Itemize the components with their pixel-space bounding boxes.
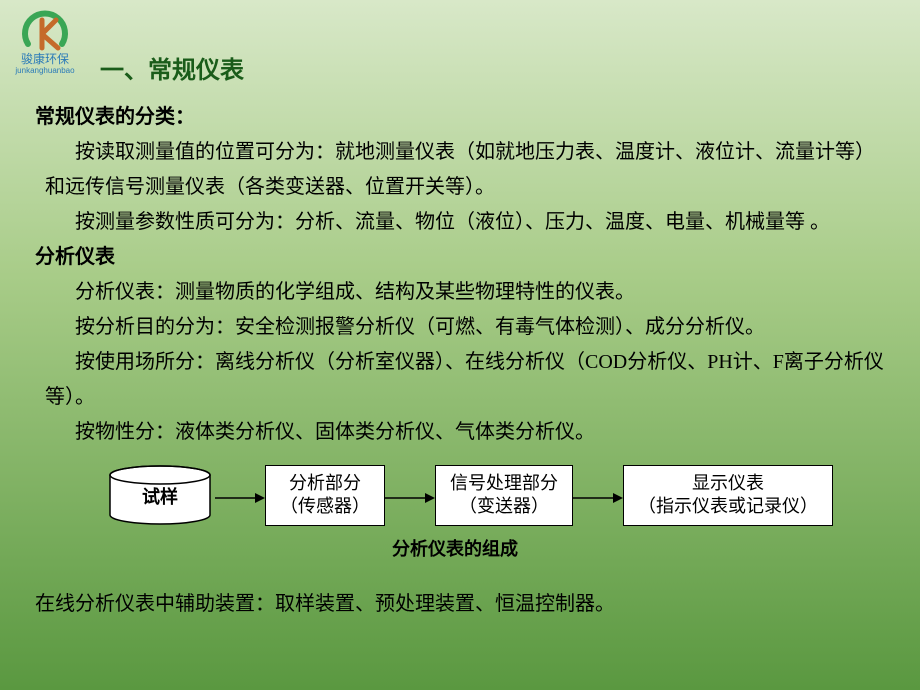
arrow-icon	[385, 485, 435, 505]
flowchart-row: 试样 分析部分 （传感器） 信号处理部分	[105, 465, 865, 526]
content-body: 常规仪表的分类： 按读取测量值的位置可分为：就地测量仪表（如就地压力表、温度计、…	[35, 100, 885, 622]
para: 按物性分：液体类分析仪、固体类分析仪、气体类分析仪。	[45, 415, 885, 450]
para: 按分析目的分为：安全检测报警分析仪（可燃、有毒气体检测）、成分分析仪。	[45, 310, 885, 345]
logo-name-cn: 骏康环保	[10, 52, 80, 66]
heading-classification: 常规仪表的分类：	[35, 100, 885, 135]
node-display-line2: （指示仪表或记录仪）	[638, 495, 818, 518]
node-sample-label: 试样	[142, 486, 178, 507]
node-display-line1: 显示仪表	[638, 472, 818, 495]
company-logo: 骏康环保 junkanghuanbao	[10, 8, 80, 75]
node-display: 显示仪表 （指示仪表或记录仪）	[623, 465, 833, 526]
node-analyze-line1: 分析部分	[280, 472, 370, 495]
para: 按测量参数性质可分为：分析、流量、物位（液位）、压力、温度、电量、机械量等 。	[45, 205, 885, 240]
para: 按读取测量值的位置可分为：就地测量仪表（如就地压力表、温度计、液位计、流量计等）…	[45, 135, 885, 205]
node-analyze-line2: （传感器）	[280, 495, 370, 518]
para: 按使用场所分：离线分析仪（分析室仪器）、在线分析仪（COD分析仪、PH计、F离子…	[45, 345, 885, 415]
node-signal-line2: （变送器）	[450, 495, 558, 518]
page-title: 一、常规仪表	[100, 50, 244, 85]
arrow-icon	[215, 485, 265, 505]
arrow-icon	[573, 485, 623, 505]
node-signal-line1: 信号处理部分	[450, 472, 558, 495]
footer-text: 在线分析仪表中辅助装置：取样装置、预处理装置、恒温控制器。	[35, 587, 885, 622]
node-sample: 试样	[105, 465, 215, 525]
heading-analysis: 分析仪表	[35, 240, 885, 275]
node-signal: 信号处理部分 （变送器）	[435, 465, 573, 526]
flowchart-caption: 分析仪表的组成	[45, 534, 865, 566]
logo-mark	[20, 8, 70, 52]
para: 分析仪表：测量物质的化学组成、结构及某些物理特性的仪表。	[45, 275, 885, 310]
logo-name-pinyin: junkanghuanbao	[10, 66, 80, 75]
flowchart: 试样 分析部分 （传感器） 信号处理部分	[105, 465, 865, 565]
node-analyze: 分析部分 （传感器）	[265, 465, 385, 526]
